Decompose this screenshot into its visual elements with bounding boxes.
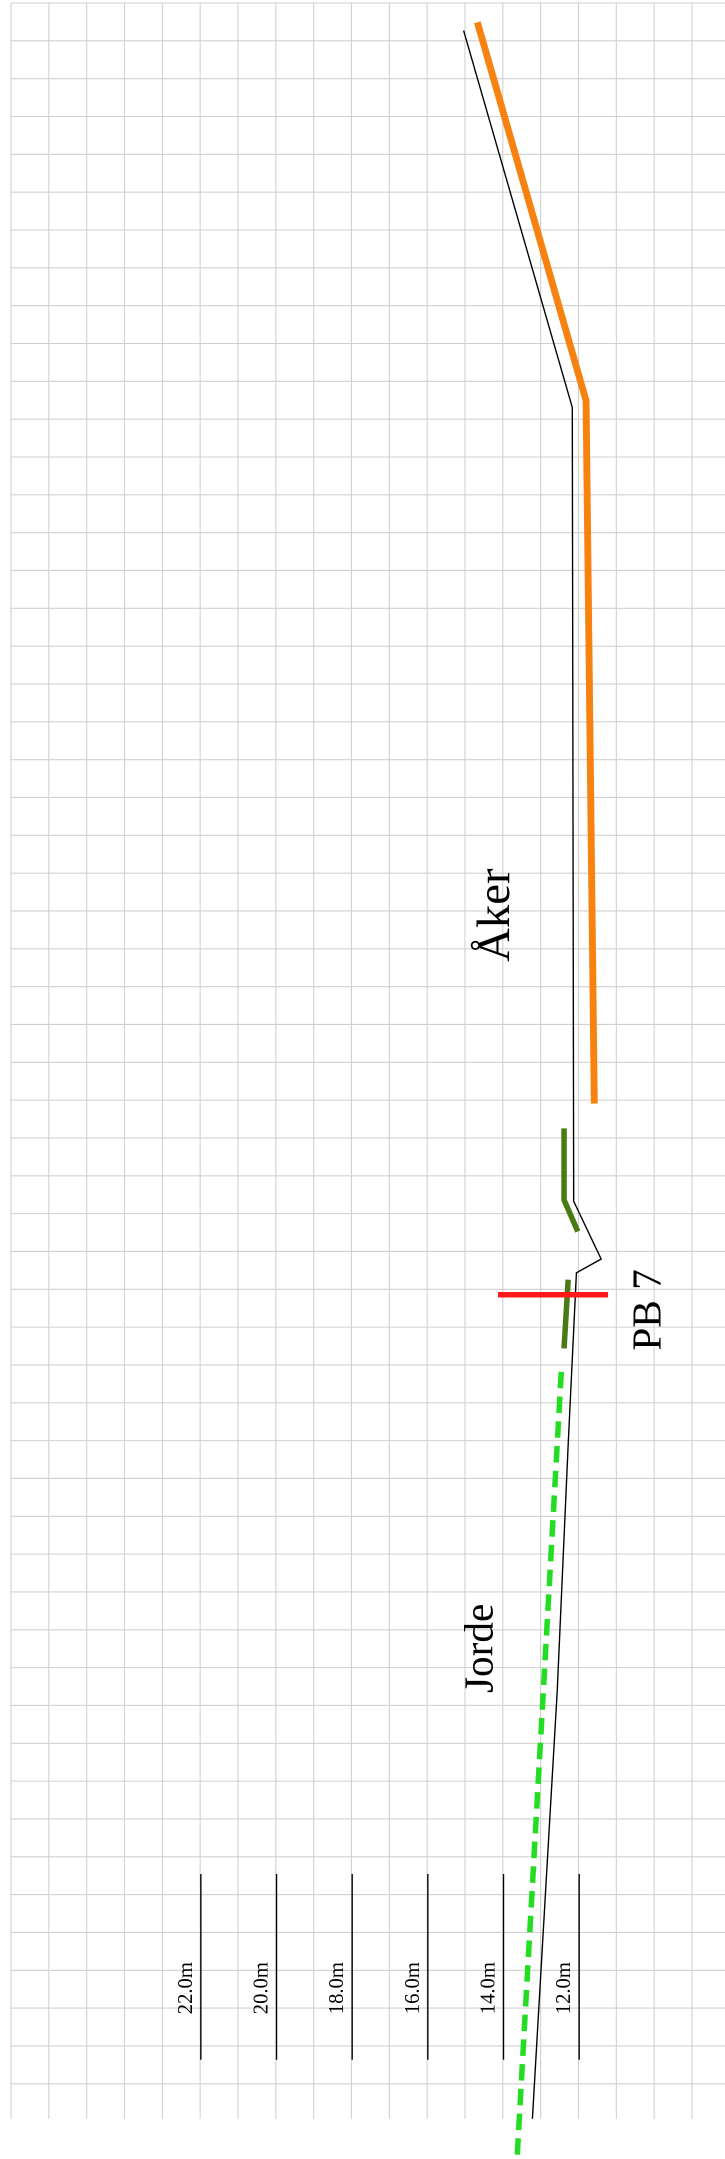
grid <box>10 2 725 2119</box>
dashed-layer <box>514 1371 565 2155</box>
ground-line <box>462 30 603 2119</box>
elevation-label: 18.0m <box>326 1962 348 2014</box>
orange-layer <box>474 21 598 1104</box>
elevation-label: 20.0m <box>250 1962 272 2014</box>
elevation-label: 12.0m <box>553 1962 575 2014</box>
borehole-label: PB 7 <box>623 1269 669 1350</box>
green-segment <box>561 1279 571 1349</box>
elevation-scale: 22.0m 20.0m 18.0m 16.0m 14.0m 12.0m <box>175 1873 580 2060</box>
elevation-label: 16.0m <box>402 1962 424 2014</box>
elevation-label: 22.0m <box>175 1962 197 2014</box>
elevation-label: 14.0m <box>477 1962 499 2014</box>
green-segment <box>561 1128 581 1233</box>
soil-label: Jorde <box>456 1604 502 1693</box>
field-label: Åker <box>468 868 520 962</box>
